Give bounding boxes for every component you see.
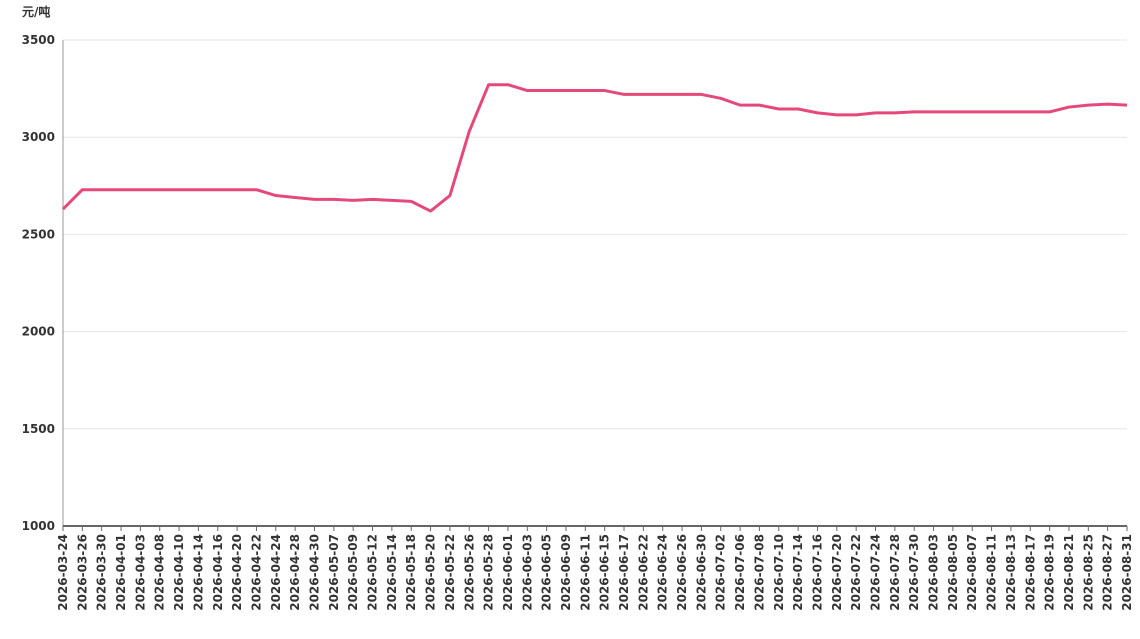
x-tick-label: 2026-03-26	[75, 534, 89, 611]
x-tick-label: 2026-05-18	[404, 534, 418, 611]
y-tick-label: 2500	[22, 227, 55, 241]
x-tick-label: 2026-03-30	[95, 534, 109, 611]
x-tick-label: 2026-04-10	[172, 534, 186, 611]
x-tick-label: 2026-08-27	[1101, 534, 1115, 611]
y-tick-label: 3000	[22, 130, 55, 144]
x-tick-label: 2026-06-15	[598, 534, 612, 611]
x-tick-label: 2026-07-02	[714, 534, 728, 611]
x-tick-label: 2026-05-20	[424, 534, 438, 611]
y-tick-label: 2000	[22, 325, 55, 339]
x-tick-label: 2026-05-26	[462, 534, 476, 611]
x-tick-label: 2026-08-25	[1081, 534, 1095, 611]
x-tick-label: 2026-07-22	[849, 534, 863, 611]
x-tick-label: 2026-06-01	[501, 534, 515, 611]
x-tick-label: 2026-04-01	[114, 534, 128, 611]
x-tick-label: 2026-05-07	[327, 534, 341, 611]
x-tick-label: 2026-07-14	[791, 534, 805, 611]
x-tick-label: 2026-08-31	[1120, 534, 1134, 611]
x-tick-label: 2026-06-22	[636, 534, 650, 611]
x-tick-label: 2026-06-26	[675, 534, 689, 611]
x-tick-label: 2026-04-20	[230, 534, 244, 611]
x-tick-label: 2026-07-30	[907, 534, 921, 611]
x-tick-label: 2026-05-14	[385, 534, 399, 611]
x-tick-label: 2026-08-05	[946, 534, 960, 611]
x-tick-label: 2026-08-07	[965, 534, 979, 611]
x-tick-label: 2026-08-17	[1023, 534, 1037, 611]
x-tick-label: 2026-08-13	[1004, 534, 1018, 611]
x-tick-label: 2026-08-03	[927, 534, 941, 611]
x-tick-label: 2026-04-30	[307, 534, 321, 611]
x-tick-label: 2026-06-30	[694, 534, 708, 611]
x-tick-label: 2026-04-03	[133, 534, 147, 611]
x-tick-label: 2026-06-11	[578, 534, 592, 611]
x-tick-label: 2026-07-08	[752, 534, 766, 611]
x-tick-label: 2026-07-20	[830, 534, 844, 611]
x-tick-label: 2026-06-17	[617, 534, 631, 611]
x-tick-label: 2026-04-28	[288, 534, 302, 611]
x-tick-label: 2026-07-06	[733, 534, 747, 611]
x-tick-label: 2026-08-21	[1062, 534, 1076, 611]
x-tick-label: 2026-05-22	[443, 534, 457, 611]
x-tick-label: 2026-05-12	[366, 534, 380, 611]
x-tick-label: 2026-07-28	[888, 534, 902, 611]
x-tick-label: 2026-04-22	[249, 534, 263, 611]
x-tick-label: 2026-04-16	[211, 534, 225, 611]
x-tick-label: 2026-07-10	[772, 534, 786, 611]
y-tick-label: 3500	[22, 33, 55, 47]
x-tick-label: 2026-04-24	[269, 534, 283, 611]
x-tick-label: 2026-04-14	[191, 534, 205, 611]
y-axis-label: 元/吨	[22, 4, 50, 19]
x-tick-label: 2026-06-09	[559, 534, 573, 611]
x-tick-label: 2026-07-16	[810, 534, 824, 611]
x-tick-label: 2026-03-24	[56, 534, 70, 611]
x-tick-label: 2026-05-28	[482, 534, 496, 611]
y-tick-label: 1500	[22, 422, 55, 436]
x-tick-label: 2026-08-19	[1043, 534, 1057, 611]
x-tick-label: 2026-06-03	[520, 534, 534, 611]
x-tick-label: 2026-08-11	[985, 534, 999, 611]
line-series	[61, 83, 1128, 213]
x-tick-label: 2026-05-09	[346, 534, 360, 611]
x-tick-label: 2026-06-24	[656, 534, 670, 611]
x-tick-label: 2026-07-24	[869, 534, 883, 611]
x-tick-label: 2026-04-08	[153, 534, 167, 611]
y-tick-label: 1000	[22, 519, 55, 533]
x-tick-label: 2026-06-05	[540, 534, 554, 611]
